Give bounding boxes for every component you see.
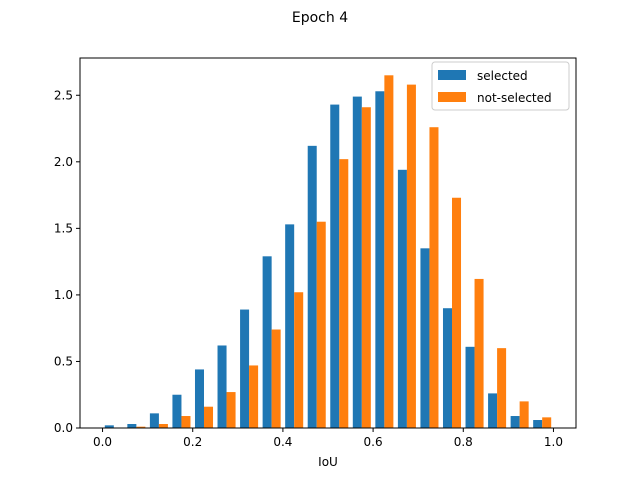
bar-not-selected-1 — [136, 426, 146, 428]
y-tick-label-4: 2.0 — [54, 155, 73, 169]
bar-selected-8 — [285, 224, 295, 428]
legend-box — [431, 61, 570, 111]
y-tick-label-1: 0.5 — [54, 354, 73, 368]
bar-not-selected-13 — [406, 84, 416, 428]
bar-selected-13 — [397, 169, 407, 428]
x-tick-label-2: 0.4 — [273, 435, 292, 449]
bar-not-selected-11 — [361, 107, 371, 429]
bar-selected-15 — [442, 308, 452, 428]
legend-swatch-not-selected — [438, 92, 466, 102]
bar-selected-11 — [352, 96, 362, 429]
bar-not-selected-3 — [181, 416, 191, 428]
legend-label-not-selected: not-selected — [477, 91, 552, 105]
bar-selected-7 — [262, 256, 272, 428]
legend: selected not-selected — [431, 61, 570, 111]
bar-selected-0 — [104, 425, 114, 428]
x-axis-label: IoU — [318, 455, 338, 469]
plot-frame — [79, 57, 577, 429]
bar-not-selected-5 — [226, 392, 236, 428]
axes-layer: 0.0 0.2 0.4 0.6 0.8 1.0 0.0 0.5 1.0 1.5 2.0 2.5 — [54, 57, 577, 449]
bar-not-selected-18 — [519, 401, 529, 428]
bar-selected-1 — [127, 424, 137, 428]
bar-selected-5 — [217, 345, 227, 428]
bar-selected-16 — [465, 346, 475, 428]
bar-not-selected-2 — [158, 424, 168, 428]
bar-not-selected-19 — [542, 417, 552, 428]
bar-not-selected-17 — [497, 348, 507, 428]
bar-not-selected-7 — [271, 329, 281, 428]
bar-selected-4 — [194, 369, 204, 428]
chart-title: Epoch 4 — [292, 10, 348, 26]
bar-selected-18 — [510, 416, 520, 428]
bar-selected-12 — [375, 91, 385, 429]
bar-selected-17 — [488, 393, 498, 428]
bar-selected-9 — [307, 145, 317, 428]
bars-layer — [104, 75, 552, 429]
x-tick-label-0: 0.0 — [93, 435, 112, 449]
bar-selected-2 — [149, 413, 159, 428]
bar-selected-6 — [240, 309, 250, 428]
y-tick-label-3: 1.5 — [54, 221, 73, 235]
x-tick-label-3: 0.6 — [364, 435, 383, 449]
bar-selected-14 — [420, 248, 430, 428]
y-tick-label-2: 1.0 — [54, 288, 73, 302]
bar-selected-3 — [172, 394, 182, 428]
bar-not-selected-15 — [452, 197, 462, 428]
x-tick-label-1: 0.2 — [183, 435, 202, 449]
bar-not-selected-14 — [429, 127, 439, 429]
bar-not-selected-16 — [474, 278, 484, 428]
legend-swatch-selected — [438, 70, 466, 80]
x-tick-label-4: 0.8 — [454, 435, 473, 449]
bar-not-selected-12 — [384, 75, 394, 428]
bar-not-selected-10 — [339, 159, 349, 429]
bar-selected-10 — [330, 104, 340, 428]
bar-not-selected-9 — [316, 221, 326, 428]
x-tick-label-5: 1.0 — [544, 435, 563, 449]
bar-selected-19 — [533, 420, 543, 428]
legend-label-selected: selected — [477, 69, 528, 83]
bar-not-selected-8 — [294, 292, 304, 428]
y-tick-label-0: 0.0 — [54, 421, 73, 435]
y-tick-label-5: 2.5 — [54, 88, 73, 102]
bar-not-selected-4 — [204, 406, 214, 428]
bar-not-selected-6 — [249, 365, 259, 428]
